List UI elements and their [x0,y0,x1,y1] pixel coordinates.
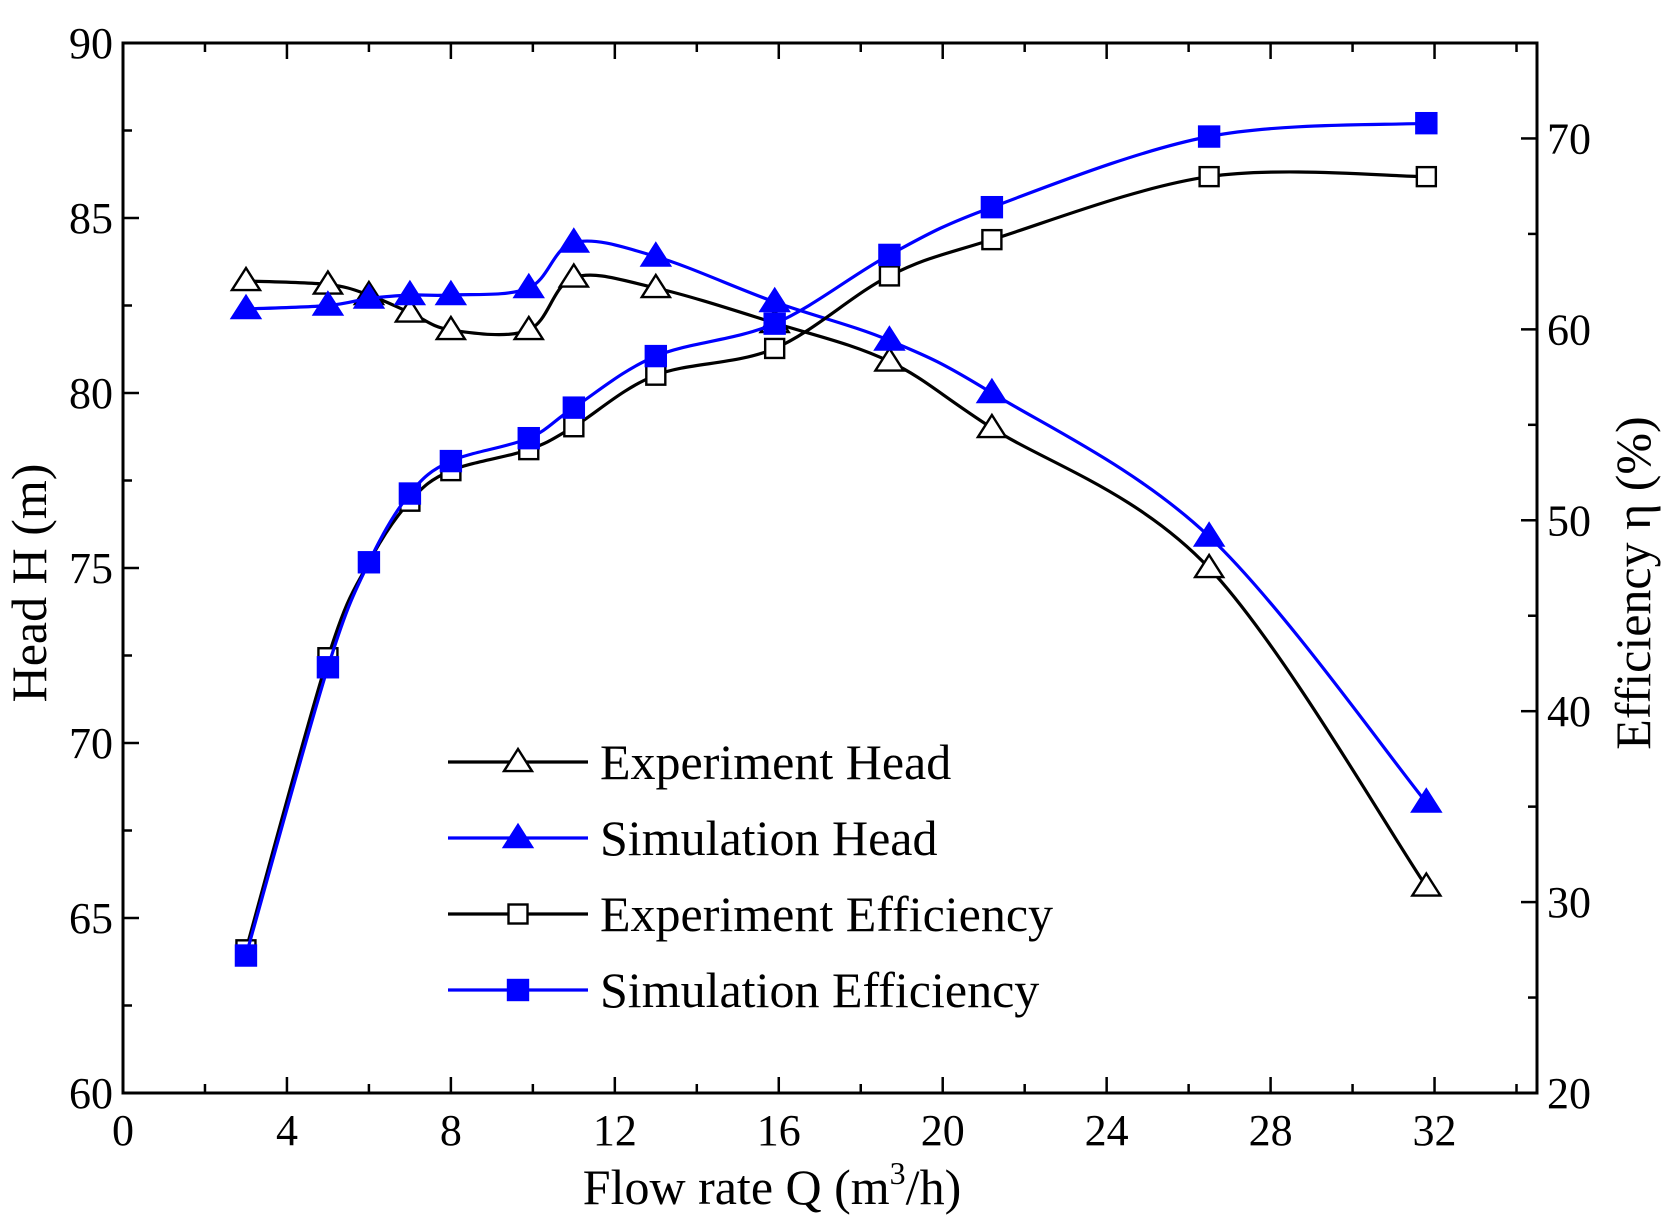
legend: Experiment Head Simulation Head Experiment… [448,734,1053,1018]
x-tick-label: 8 [440,1106,462,1155]
series-layer [229,111,1443,967]
legend-marker-simulation-head [501,822,535,849]
simulation-head-point [557,227,591,253]
simulation-head-point [975,377,1009,404]
legend-marker-simulation-efficiency [506,978,530,1002]
experiment-head-point [1192,552,1226,579]
legend-item-simulation-efficiency: Simulation Efficiency [448,962,1039,1018]
simulation-efficiency-point [439,449,463,473]
x-tick-label: 20 [921,1106,965,1155]
legend-label-experiment-head: Experiment Head [600,734,951,790]
experiment-head-point [557,262,591,288]
y-left-tick-label: 60 [69,1069,113,1118]
x-tick-label: 0 [112,1106,134,1155]
experiment-efficiency-point [563,416,585,438]
y-left-axis-title: Head H (m) [1,464,57,703]
simulation-head-point [311,290,345,316]
y-right-tick-label: 30 [1547,878,1591,927]
simulation-efficiency-point [234,944,258,967]
simulation-head-series [229,227,1443,813]
simulation-efficiency-point [644,344,668,368]
experiment-efficiency-point [878,265,901,287]
simulation-head-point [229,293,263,320]
experiment-head-point [873,346,906,372]
y-left-tick-label: 75 [69,544,113,593]
simulation-head-point [1410,787,1443,813]
simulation-efficiency-point [562,396,586,419]
experiment-efficiency-point [981,228,1003,251]
experiment-head-point [1410,871,1443,897]
x-tick-label: 24 [1085,1106,1129,1155]
experiment-efficiency-point [1198,165,1220,188]
simulation-head-point [512,272,545,299]
y-left-tick-label: 70 [69,719,113,768]
experiment-head-point [393,297,427,323]
simulation-efficiency-point [517,426,540,450]
experiment-head-series [229,262,1443,897]
y-right-tick-label: 50 [1547,496,1591,545]
simulation-head-point [434,279,468,306]
simulation-head-line [245,239,1428,804]
legend-item-simulation-head: Simulation Head [448,810,937,866]
simulation-head-point [393,279,427,306]
experiment-head-point [512,314,545,341]
experiment-efficiency-point [645,364,667,386]
simulation-efficiency-point [1197,125,1221,148]
experiment-head-point [434,314,468,341]
simulation-efficiency-point [878,243,901,267]
simulation-head-point [873,325,906,351]
legend-item-experiment-efficiency: Experiment Efficiency [448,886,1053,942]
simulation-head-point [758,286,791,313]
simulation-efficiency-point [1415,111,1438,135]
x-tick-label: 12 [593,1106,637,1155]
y-right-tick-label: 60 [1547,305,1591,354]
simulation-efficiency-line [244,121,1427,956]
y-left-tick-label: 90 [69,19,113,68]
y-right-tick-label: 40 [1547,687,1591,736]
y-right-axis-title: Efficiency η (%) [1605,416,1661,749]
simulation-efficiency-point [763,312,786,335]
experiment-head-line [245,273,1428,888]
experiment-head-point [639,272,673,299]
x-tick-label: 4 [276,1106,298,1155]
x-tick-label: 16 [757,1106,801,1155]
simulation-efficiency-point [398,482,422,505]
simulation-head-point [1192,521,1226,547]
y-left-tick-label: 80 [69,369,113,418]
x-tick-label: 28 [1249,1106,1293,1155]
experiment-head-point [975,412,1009,439]
experiment-head-point [229,265,263,292]
legend-marker-experiment-efficiency [507,903,529,925]
legend-label-simulation-head: Simulation Head [600,810,937,866]
experiment-efficiency-point [763,337,786,360]
y-left-tick-label: 85 [69,194,113,243]
y-left-tick-label: 65 [69,894,113,943]
axes-layer: 0 4 8 12 16 20 24 28 32 60 65 70 75 80 85 90 20 30 40 50 60 7… [69,19,1591,1155]
legend-marker-experiment-head [501,746,535,773]
simulation-efficiency-series [234,111,1438,967]
experiment-efficiency-line [244,170,1427,951]
legend-label-simulation-efficiency: Simulation Efficiency [600,962,1039,1018]
axis-titles: Flow rate Q (m3/h) Head H (m) Efficiency… [1,416,1661,1215]
experiment-efficiency-point [1415,165,1438,188]
simulation-efficiency-point [316,656,340,679]
y-right-tick-label: 70 [1547,114,1591,163]
y-right-tick-label: 20 [1547,1069,1591,1118]
legend-item-experiment-head: Experiment Head [448,734,951,790]
x-tick-label: 32 [1413,1106,1457,1155]
simulation-head-point [352,283,386,309]
x-axis-title: Flow rate Q (m3/h) [583,1155,961,1215]
simulation-head-point [639,241,673,267]
legend-label-experiment-efficiency: Experiment Efficiency [600,886,1053,942]
simulation-efficiency-point [980,195,1004,219]
simulation-efficiency-point [357,551,381,574]
